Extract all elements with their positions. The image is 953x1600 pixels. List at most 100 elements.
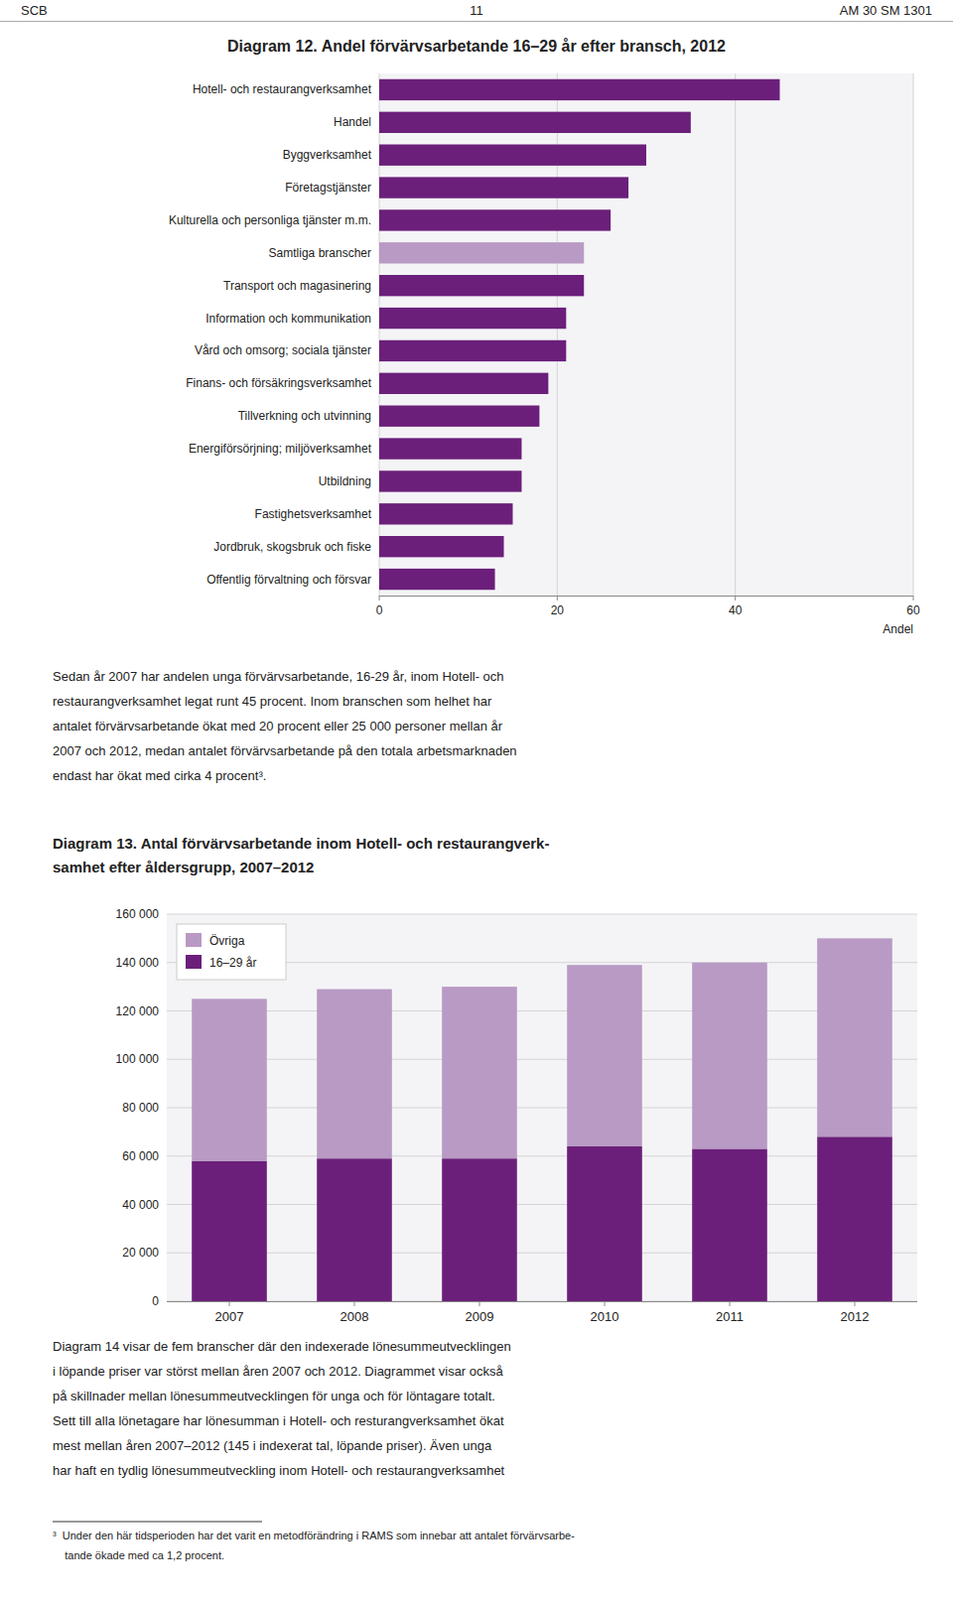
y-tick-label: 40 000 [122,1198,159,1213]
paragraph-line: Sedan år 2007 har andelen unga förvärvsa… [52,669,505,684]
grid-line [734,73,736,596]
bar [379,470,522,492]
category-label: Jordbruk, skogsbruk och fiske [213,540,372,554]
legend-label: 16–29 år [209,955,257,970]
category-label: Finans- och försäkringsverksamhet [185,376,372,391]
header-center: 11 [469,2,484,18]
x-axis-line [379,595,914,597]
grid-line [166,1252,918,1254]
footnote-line: tande ökade med ca 1,2 procent. [52,1549,225,1562]
paragraph-line: Sett till alla lönetagare har lönesumman… [52,1413,505,1429]
y-tick-label: 160 000 [116,907,160,922]
chart-title: Diagram 13. Antal förvärvsarbetande inom… [52,834,549,852]
y-tick-label: 0 [151,1294,159,1309]
header-left: SCB [20,2,48,18]
x-axis-line [166,1301,918,1303]
tick-mark [729,1301,731,1307]
bar [379,340,566,362]
footnote-line: ³ Under den här tidsperioden har det var… [52,1529,575,1542]
chart-title: Diagram 12. Andel förvärvsarbetande 16–2… [227,37,726,55]
page: SCB 11 AM 30 SM 1301 Diagram 12. Andel förv… [0,0,953,1600]
y-tick-label: 100 000 [116,1052,160,1067]
grid-line [166,914,918,916]
x-tick-label: 20 [550,603,565,618]
category-label: Offentlig förvaltning och försvar [206,572,372,587]
tick-mark [379,595,381,601]
bar [379,406,540,427]
category-label: Tillverkning och utvinning [238,408,372,423]
tick-mark [556,595,558,601]
paragraph-line: antalet förvärvsarbetande ökat med 20 pr… [52,718,504,734]
paragraph-line: Diagram 14 visar de fem branscher där de… [52,1339,512,1355]
plot [166,914,918,1302]
bar-segment [316,1158,393,1302]
category-label: Samtliga branscher [269,246,372,261]
bar-segment [816,938,893,1137]
legend-box [176,924,286,980]
header-right: AM 30 SM 1301 [839,2,933,18]
tick-mark [479,1301,481,1307]
category-label: Kulturella och personliga tjänster m.m. [168,213,372,228]
bar [379,144,647,166]
grid-line [166,1155,918,1157]
tick-mark [604,1301,606,1307]
bar-segment [566,1146,643,1302]
x-tick-label: 2010 [590,1309,620,1325]
header-rule [0,20,953,22]
x-tick-label: 2009 [465,1309,495,1325]
bars [379,79,781,590]
bar [379,176,629,198]
grid-line [166,1301,918,1303]
plot-background [166,914,918,1302]
category-label: Transport och magasinering [223,278,372,293]
legend-label: Övriga [209,934,246,949]
tick-mark [854,1301,856,1307]
legend-swatch [185,954,202,969]
grid-line [166,1010,918,1012]
tick-mark [913,595,915,601]
category-label: Fastighetsverksamhet [255,507,373,522]
y-tick-label: 140 000 [116,955,160,970]
bar [379,536,505,557]
bar-segment [816,1136,893,1302]
category-label: Hotell- och restaurangverksamhet [192,82,373,97]
x-tick-label: 2007 [215,1309,245,1325]
x-tick-label: 60 [906,603,921,618]
bars [191,938,893,1302]
paragraph-line: 2007 och 2012, medan antalet förvärvsarb… [52,743,518,759]
grid-line [166,1059,918,1061]
bar [379,307,566,329]
bar [379,437,522,459]
grid-line [166,1107,918,1109]
paragraph-line: i löpande priser var störst mellan åren … [52,1363,505,1379]
bar [379,209,611,231]
category-label: Information och kommunikation [205,311,372,326]
paragraph-line: restaurangverksamhet legat runt 45 proce… [52,693,493,709]
y-tick-label: 20 000 [122,1245,159,1260]
category-label: Energiförsörjning; miljöverksamhet [188,441,373,456]
bar-segment [566,964,643,1147]
x-tick-label: 2008 [340,1309,370,1325]
bar-segment [316,989,393,1160]
legend: Övriga 16–29 år [176,924,286,980]
chart-title: samhet efter åldersgrupp, 2007–2012 [52,858,314,876]
bar-segment [441,1158,518,1302]
y-tick-label: 120 000 [116,1004,160,1019]
paragraph-line: på skillnader mellan lönesummeutveckling… [52,1388,496,1404]
bar [379,373,548,395]
bar-segment [191,998,268,1161]
x-axis-label: Andel [882,622,914,637]
category-label: Företagstjänster [284,180,372,195]
paragraph-line: mest mellan åren 2007–2012 (145 i indexe… [52,1438,493,1454]
y-tick-label: 60 000 [122,1149,159,1164]
category-label: Utbildning [318,474,372,489]
bar [379,112,691,134]
bar [379,568,496,590]
tick-mark [229,1301,231,1307]
paragraph-line: har haft en tydlig lönesummeutveckling i… [52,1463,506,1479]
bar-segment [441,986,518,1159]
x-tick-label: 2011 [715,1309,744,1325]
category-label: Byggverksamhet [282,147,373,162]
bar [379,274,584,296]
bar-segment [691,1148,768,1302]
